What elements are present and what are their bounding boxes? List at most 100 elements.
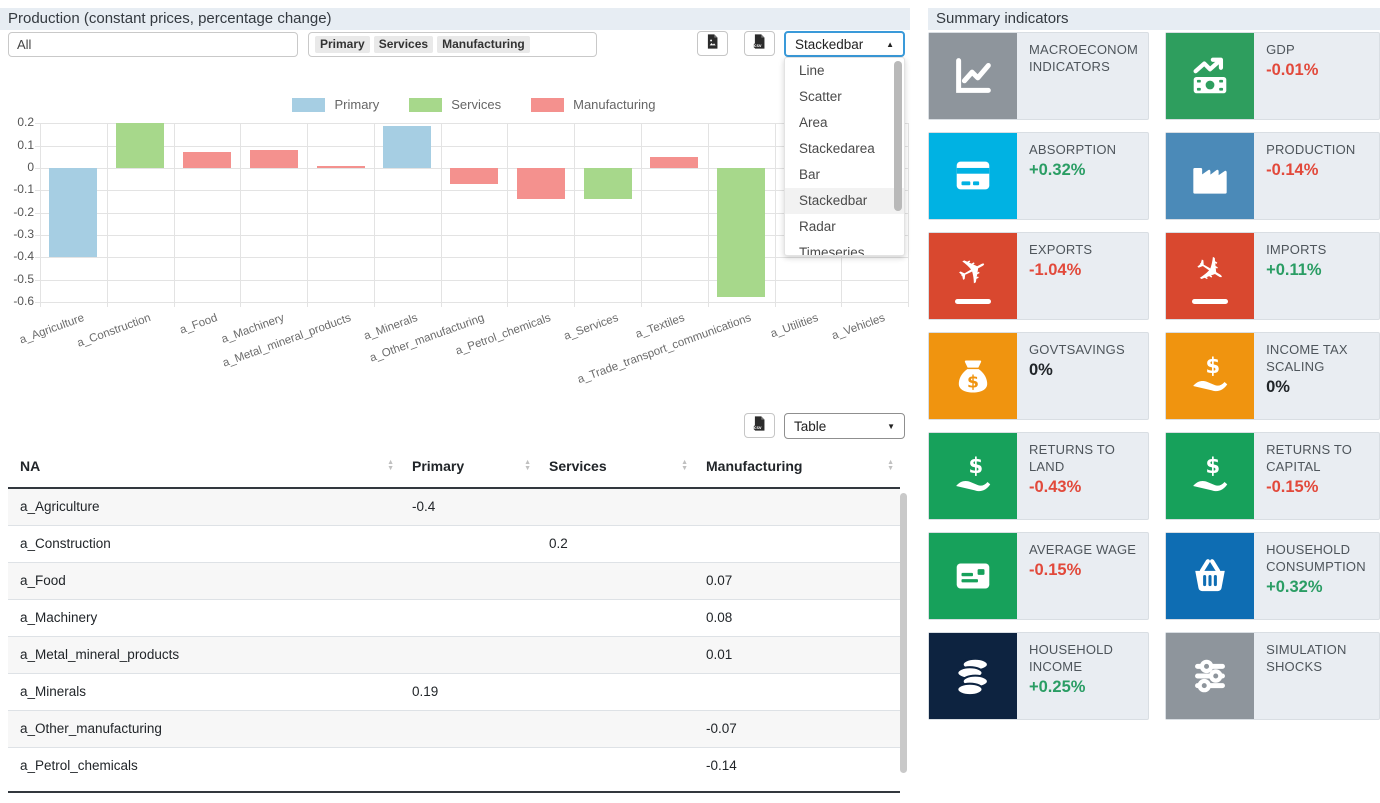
bar[interactable] — [383, 125, 432, 168]
table-scrollbar[interactable] — [900, 493, 907, 773]
summary-tile[interactable]: ABSORPTION +0.32% — [928, 132, 1150, 220]
legend-label: Primary — [334, 97, 380, 112]
summary-tile[interactable]: GDP -0.01% — [1165, 32, 1380, 120]
bar[interactable] — [182, 152, 231, 168]
y-axis-label: -0.2 — [13, 204, 34, 219]
summary-tile[interactable]: PRODUCTION -0.14% — [1165, 132, 1380, 220]
tile-label: HOUSEHOLD CONSUMPTION — [1266, 542, 1366, 574]
bar[interactable] — [249, 150, 298, 168]
table-row[interactable]: a_Construction 0.2 — [8, 524, 900, 562]
table-row[interactable]: a_Machinery 0.08 — [8, 598, 900, 636]
table-row[interactable]: a_Agriculture -0.4 — [8, 487, 900, 525]
tile-body: RETURNS TO LAND -0.43% — [1017, 433, 1148, 519]
sort-icon[interactable]: ▲ ▼ — [887, 459, 894, 472]
summary-tile[interactable]: ✈ IMPORTS +0.11% — [1165, 232, 1380, 320]
export-csv-button[interactable]: CSV — [744, 31, 775, 56]
tile-value: 0% — [1266, 377, 1290, 396]
tile-label: RETURNS TO CAPITAL — [1266, 442, 1353, 474]
legend-item[interactable]: Manufacturing — [531, 97, 656, 112]
summary-tile[interactable]: $ RETURNS TO CAPITAL -0.15% — [1165, 432, 1380, 520]
svg-text:$: $ — [967, 373, 979, 393]
table-column-header[interactable]: Manufacturing ▲ ▼ — [694, 445, 900, 489]
bar[interactable] — [516, 168, 565, 200]
bar[interactable] — [583, 168, 632, 200]
chart-type-option[interactable]: Line — [799, 63, 825, 78]
chart-type-option[interactable]: Stackedarea — [799, 141, 875, 156]
legend-item[interactable]: Services — [409, 97, 501, 112]
axis-tick — [908, 301, 909, 307]
tile-value: +0.32% — [1266, 577, 1323, 596]
bar[interactable] — [450, 168, 498, 184]
credit-card-icon — [929, 133, 1017, 219]
sort-icon[interactable]: ▲ ▼ — [681, 459, 688, 472]
dropdown-scrollbar[interactable] — [894, 61, 902, 211]
axis-tick — [40, 301, 41, 307]
summary-tile[interactable]: SIMULATION SHOCKS — [1165, 632, 1380, 720]
table-column-header[interactable]: Services ▲ ▼ — [537, 445, 694, 489]
x-axis-label: a_Agriculture — [17, 311, 86, 347]
chart-type-option[interactable]: Timeseries — [799, 245, 865, 256]
production-table: NA ▲ ▼ Primary ▲ ▼ Services ▲ ▼ Manufacturing ▲ ▼ a… — [8, 445, 900, 784]
chart-type-select[interactable]: Stackedbar ▲ — [784, 31, 905, 57]
legend-item[interactable]: Primary — [292, 97, 379, 112]
tile-value: 0% — [1029, 360, 1053, 379]
series-filter-chip[interactable]: Primary — [315, 35, 370, 54]
table-cell — [400, 746, 537, 784]
table-cell: a_Other_manufacturing — [8, 709, 400, 747]
y-axis-label: -0.4 — [13, 249, 34, 264]
table-row[interactable]: a_Metal_mineral_products 0.01 — [8, 635, 900, 673]
tile-body: AVERAGE WAGE -0.15% — [1017, 533, 1148, 619]
gridline — [373, 123, 375, 302]
sort-icon[interactable]: ▲ ▼ — [387, 459, 394, 472]
table-column-header[interactable]: NA ▲ ▼ — [8, 445, 400, 489]
table-row[interactable]: a_Petrol_chemicals -0.14 — [8, 746, 900, 784]
summary-tile[interactable]: HOUSEHOLD CONSUMPTION +0.32% — [1165, 532, 1380, 620]
bar[interactable] — [116, 123, 165, 168]
bar[interactable] — [316, 165, 365, 168]
sort-icon[interactable]: ▲ ▼ — [524, 459, 531, 472]
tile-value: -0.01% — [1266, 60, 1319, 79]
chart-type-dropdown[interactable]: Line Scatter Area Stackedarea Bar Stackedbar R… — [784, 57, 905, 256]
axis-tick — [240, 301, 242, 307]
summary-tile[interactable]: HOUSEHOLD INCOME +0.25% — [928, 632, 1150, 720]
chart-type-option[interactable]: Stackedbar — [785, 188, 904, 214]
axis-tick — [373, 301, 375, 307]
bar[interactable] — [717, 168, 766, 298]
table-row[interactable]: a_Food 0.07 — [8, 561, 900, 599]
factory-icon — [1166, 133, 1255, 219]
tile-body: INCOME TAX SCALING 0% — [1254, 333, 1379, 419]
table-cell: 0.2 — [537, 524, 694, 562]
svg-text:$: $ — [1206, 353, 1221, 378]
chart-type-option[interactable]: Area — [799, 115, 828, 130]
summary-tile[interactable]: $ GOVTSAVINGS 0% — [928, 332, 1150, 420]
table-column-header[interactable]: Primary ▲ ▼ — [400, 445, 537, 489]
export-image-button[interactable] — [697, 31, 728, 56]
series-filter-chip[interactable]: Services — [373, 35, 434, 54]
gridline — [40, 257, 908, 259]
series-filter-chip[interactable]: Manufacturing — [437, 35, 530, 54]
chart-type-option[interactable]: Scatter — [799, 89, 842, 104]
file-csv-icon: CSV — [751, 33, 768, 55]
x-axis-label: a_Utilities — [768, 311, 820, 341]
chart-type-option[interactable]: Radar — [799, 219, 836, 234]
axis-tick — [35, 123, 40, 125]
bar[interactable] — [650, 156, 699, 168]
summary-tile[interactable]: $ RETURNS TO LAND -0.43% — [928, 432, 1150, 520]
summary-tile[interactable]: ✈ EXPORTS -1.04% — [928, 232, 1150, 320]
summary-tile[interactable]: AVERAGE WAGE -0.15% — [928, 532, 1150, 620]
bar[interactable] — [49, 168, 98, 258]
table-export-csv-button[interactable]: CSV — [744, 413, 775, 438]
svg-text:CSV: CSV — [754, 426, 762, 430]
view-select[interactable]: Table ▼ — [784, 413, 905, 439]
table-row[interactable]: a_Minerals 0.19 — [8, 672, 900, 710]
table-row[interactable]: a_Other_manufacturing -0.07 — [8, 709, 900, 747]
summary-tile[interactable]: $ INCOME TAX SCALING 0% — [1165, 332, 1380, 420]
tile-label: INCOME TAX SCALING — [1266, 342, 1348, 374]
chart-type-option[interactable]: Bar — [799, 167, 821, 182]
table-cell — [537, 561, 694, 599]
summary-tile[interactable]: MACROECONOM INDICATORS — [928, 32, 1150, 120]
table-cell — [537, 598, 694, 636]
table-cell — [537, 672, 694, 710]
series-filter-box[interactable]: Primary Services Manufacturing — [308, 32, 597, 57]
sector-filter-input[interactable] — [8, 32, 298, 57]
